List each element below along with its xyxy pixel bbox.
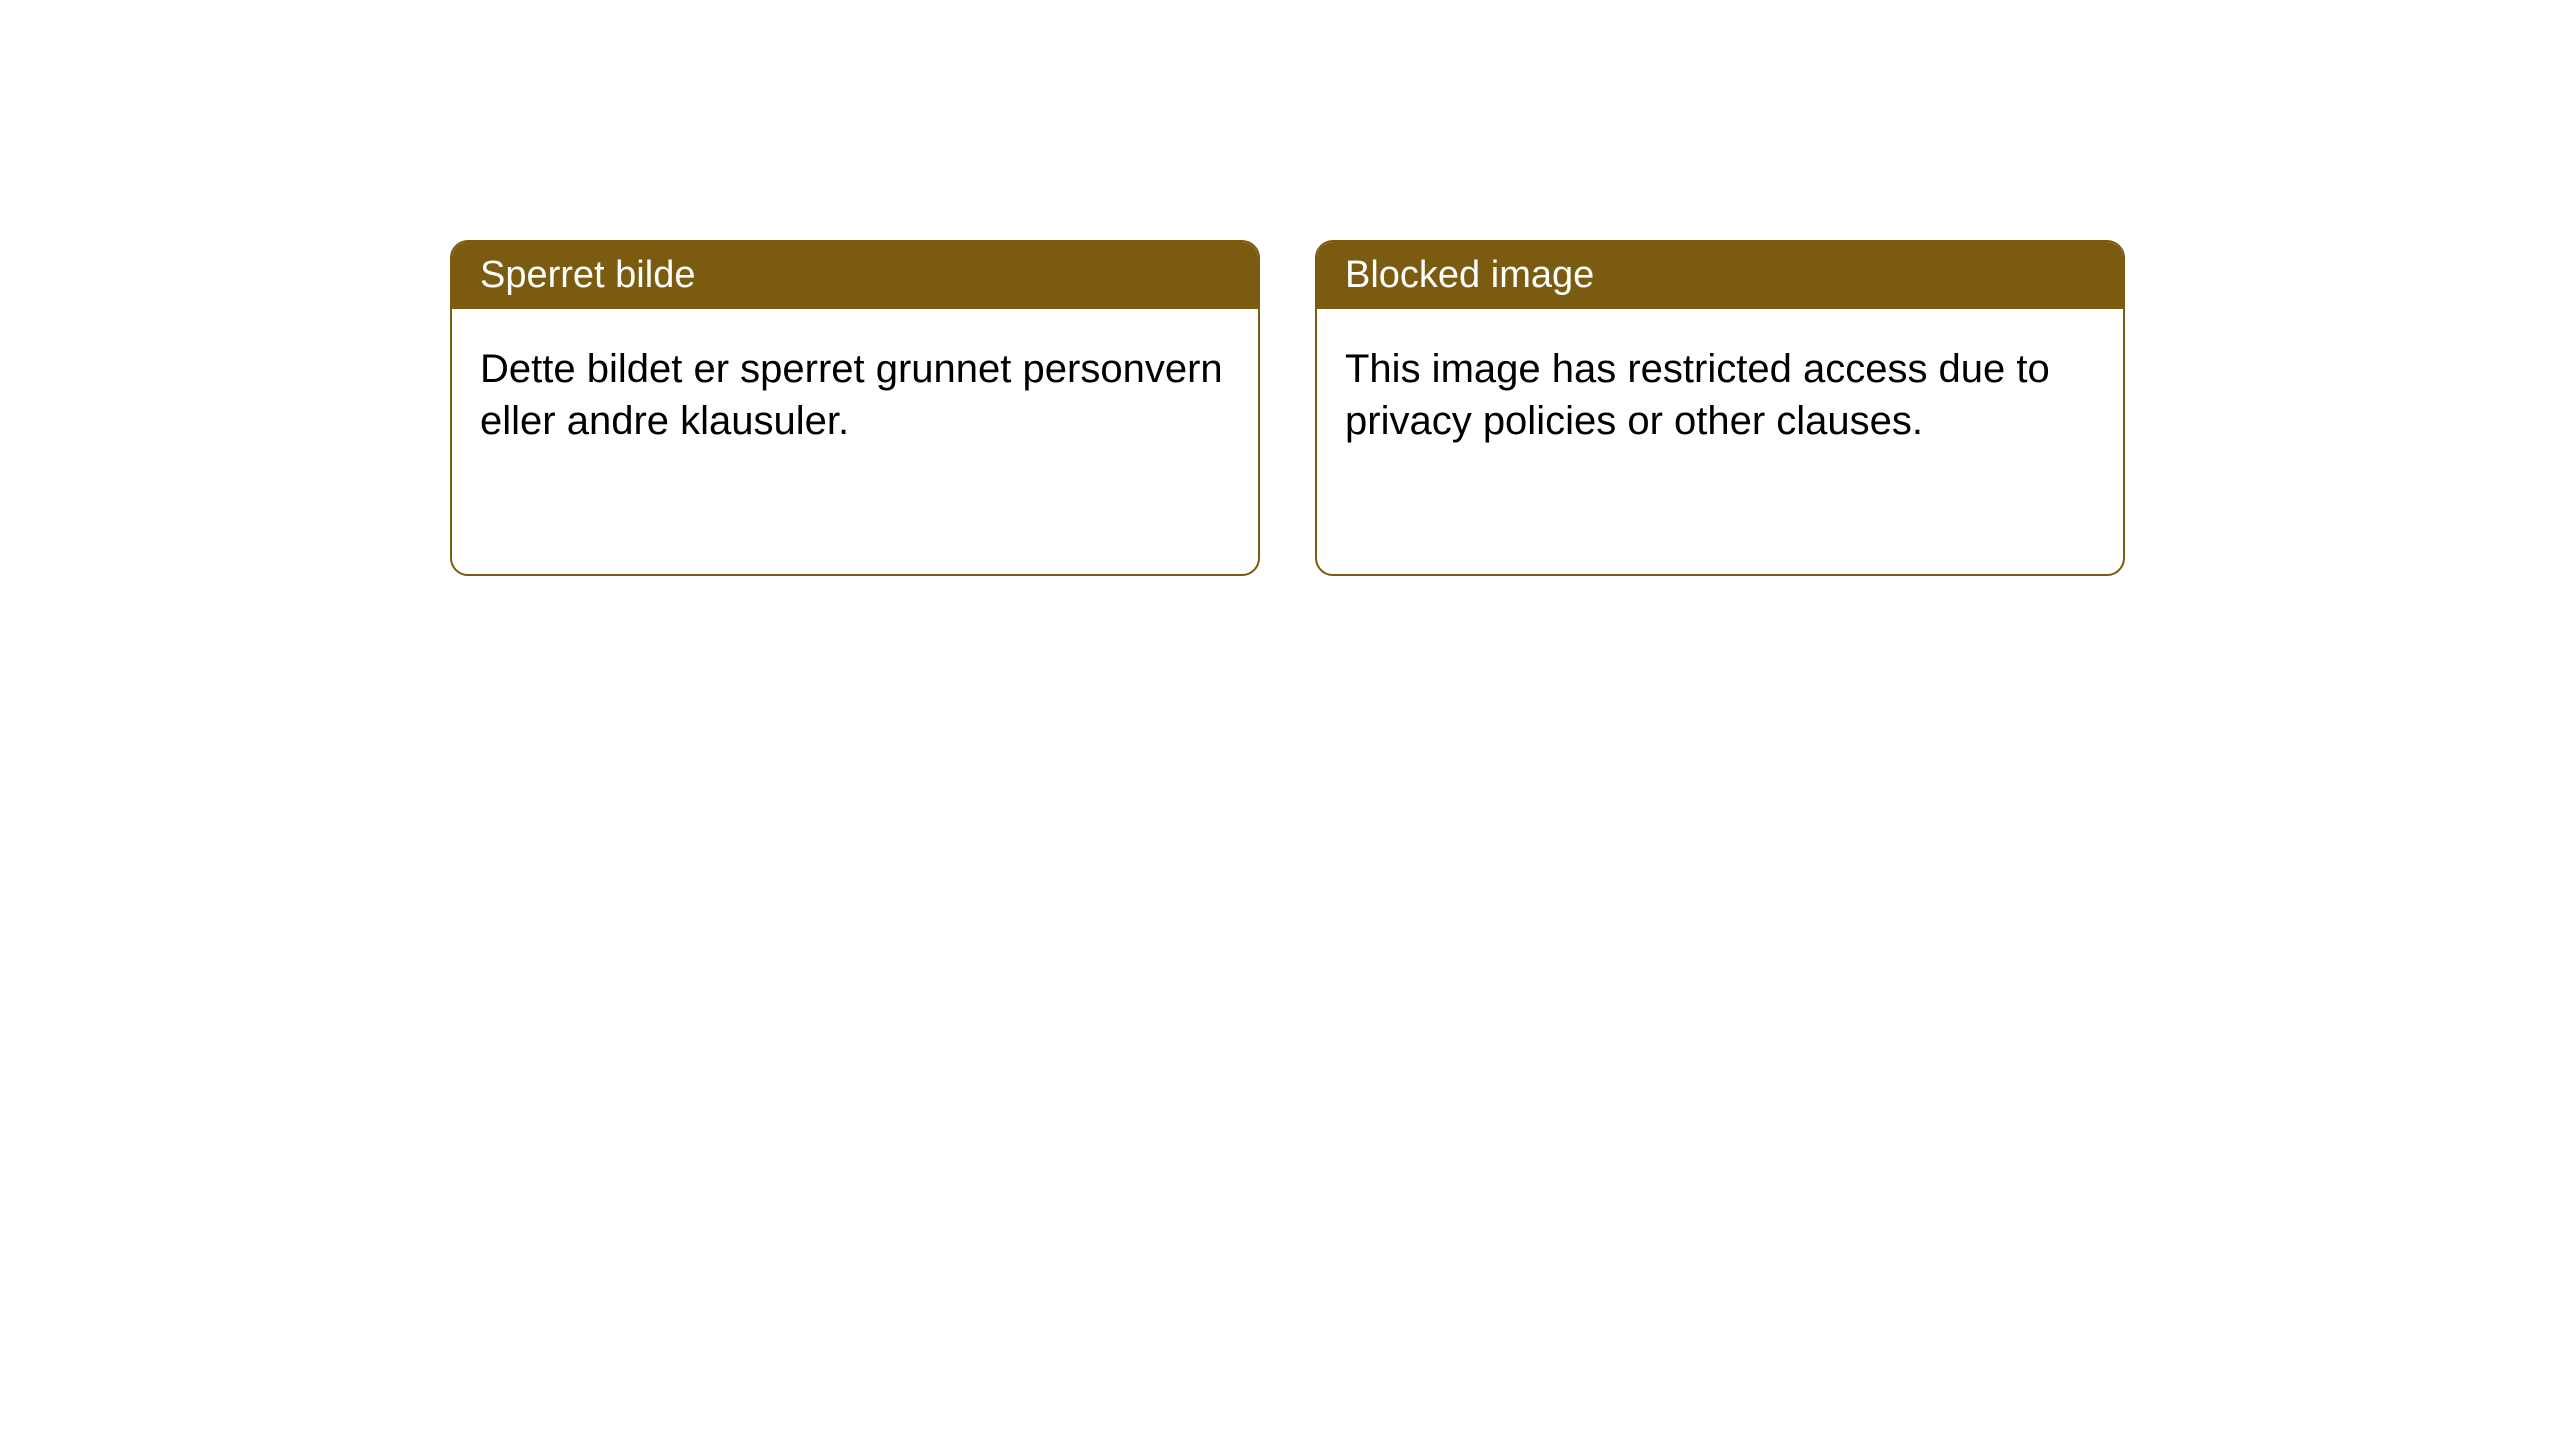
card-header-en: Blocked image (1317, 242, 2123, 309)
notice-container: Sperret bilde Dette bildet er sperret gr… (0, 0, 2560, 576)
blocked-image-card-en: Blocked image This image has restricted … (1315, 240, 2125, 576)
blocked-image-card-no: Sperret bilde Dette bildet er sperret gr… (450, 240, 1260, 576)
card-title-en: Blocked image (1345, 254, 1594, 296)
card-message-no: Dette bildet er sperret grunnet personve… (480, 347, 1223, 443)
card-title-no: Sperret bilde (480, 254, 695, 296)
card-header-no: Sperret bilde (452, 242, 1258, 309)
card-body-no: Dette bildet er sperret grunnet personve… (452, 309, 1258, 481)
card-message-en: This image has restricted access due to … (1345, 347, 2050, 443)
card-body-en: This image has restricted access due to … (1317, 309, 2123, 481)
